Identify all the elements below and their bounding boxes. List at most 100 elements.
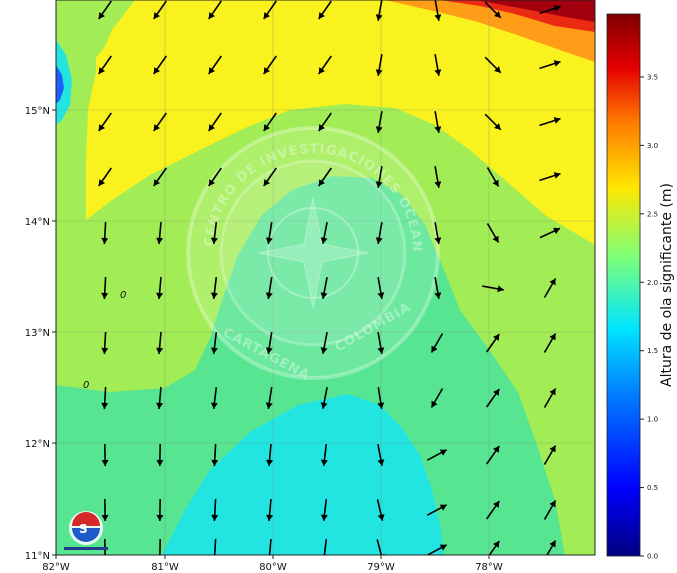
- direction-arrow: [434, 111, 442, 133]
- direction-arrow: [211, 498, 219, 522]
- colorbar-tick-label: 3.0: [647, 142, 658, 150]
- direction-arrow: [208, 112, 222, 132]
- direction-arrow: [320, 277, 328, 299]
- direction-arrow: [263, 167, 277, 187]
- direction-arrow: [375, 0, 383, 21]
- direction-arrow: [434, 0, 442, 21]
- direction-arrow: [101, 331, 109, 355]
- x-tick-label: 80°W: [259, 562, 287, 573]
- y-tick-label: 11°N: [25, 551, 50, 562]
- direction-arrow: [156, 443, 164, 467]
- direction-arrow: [543, 445, 557, 465]
- y-tick-label: 12°N: [25, 439, 50, 450]
- direction-arrow: [486, 223, 500, 243]
- direction-arrow: [377, 332, 385, 354]
- y-axis-ticks: 15°N 14°N 13°N 12°N 11°N: [25, 106, 56, 562]
- direction-arrow: [156, 331, 164, 355]
- direction-arrow: [434, 222, 442, 244]
- direction-arrow: [426, 449, 448, 461]
- field-green-zone: [56, 176, 565, 555]
- compass-rose-icon: [257, 197, 369, 309]
- colorbar-tick-label: 2.5: [647, 210, 658, 218]
- direction-arrow: [101, 276, 109, 300]
- direction-arrow: [318, 112, 332, 132]
- direction-arrow: [263, 55, 277, 75]
- direction-arrow: [156, 386, 164, 410]
- colorbar: 3.5 3.0 2.5 2.0 1.5 1.0 0.5 0.0 Altura de ola s…: [606, 13, 675, 561]
- direction-arrow: [210, 222, 218, 244]
- direction-arrow: [153, 112, 167, 132]
- direction-arrow: [153, 167, 167, 187]
- y-tick-label: 13°N: [25, 328, 50, 339]
- direction-arrow: [546, 540, 557, 555]
- direction-arrow: [486, 445, 500, 465]
- direction-arrow: [482, 285, 504, 293]
- direction-arrow: [210, 277, 218, 299]
- direction-arrow: [376, 499, 385, 521]
- direction-arrow: [377, 277, 385, 299]
- direction-arrow: [543, 333, 557, 353]
- direction-arrow: [210, 332, 218, 354]
- direction-arrow: [486, 388, 500, 408]
- direction-arrow: [98, 112, 112, 132]
- y-tick-label: 15°N: [25, 106, 50, 117]
- y-tick-label: 14°N: [25, 217, 50, 228]
- colorbar-tick-label: 1.0: [647, 416, 658, 424]
- direction-arrow: [98, 167, 112, 187]
- direction-arrow: [539, 227, 561, 239]
- direction-arrow: [98, 0, 112, 20]
- direction-arrow: [484, 113, 502, 131]
- colorbar-tick-label: 0.0: [647, 553, 658, 561]
- direction-arrow: [426, 544, 448, 555]
- direction-arrow: [430, 333, 444, 353]
- direction-arrow: [208, 55, 222, 75]
- contour-label: 0: [83, 380, 89, 391]
- direction-arrow: [101, 386, 109, 410]
- colorbar-tick-label: 0.5: [647, 484, 658, 492]
- direction-arrow: [430, 388, 444, 408]
- direction-arrow: [318, 0, 332, 20]
- field-darkred-zone: [475, 0, 595, 22]
- direction-arrow: [265, 276, 273, 300]
- direction-arrow: [156, 276, 164, 300]
- direction-arrow: [320, 332, 328, 354]
- direction-arrow: [153, 55, 167, 75]
- direction-arrow: [486, 500, 500, 520]
- svg-text:S: S: [79, 522, 88, 536]
- direction-arrow: [484, 56, 502, 74]
- direction-arrow: [486, 333, 500, 353]
- x-tick-label: 79°W: [367, 562, 395, 573]
- direction-arrow: [375, 111, 383, 133]
- direction-arrow: [101, 443, 109, 467]
- x-tick-label: 78°W: [475, 562, 503, 573]
- direction-arrow: [543, 388, 557, 408]
- colorbar-tick-label: 3.5: [647, 73, 658, 81]
- direction-arrow: [484, 1, 502, 19]
- direction-arrow: [375, 222, 383, 244]
- direction-arrow: [488, 540, 500, 555]
- direction-arrow: [434, 54, 442, 76]
- direction-arrow: [320, 444, 328, 466]
- direction-arrow: [211, 443, 219, 467]
- direction-arrow: [320, 387, 328, 409]
- direction-arrow: [539, 172, 561, 182]
- direction-arrow: [539, 60, 561, 70]
- field-cyan-zone: [162, 394, 444, 555]
- field-cyan-edge: [56, 40, 72, 125]
- direction-arrow: [101, 221, 109, 245]
- direction-arrow: [153, 0, 167, 20]
- direction-arrow: [266, 443, 274, 467]
- direction-arrow: [265, 221, 273, 245]
- direction-arrow: [101, 498, 109, 522]
- direction-arrow: [320, 499, 328, 521]
- direction-arrow: [377, 386, 385, 410]
- direction-arrow: [377, 444, 385, 466]
- direction-arrow: [375, 166, 383, 188]
- direction-arrow: [156, 221, 164, 245]
- field-blue-edge: [56, 65, 64, 104]
- colorbar-tick-label: 1.5: [647, 347, 658, 355]
- direction-arrow: [265, 331, 273, 355]
- direction-arrow: [543, 278, 557, 298]
- direction-arrow: [543, 500, 557, 520]
